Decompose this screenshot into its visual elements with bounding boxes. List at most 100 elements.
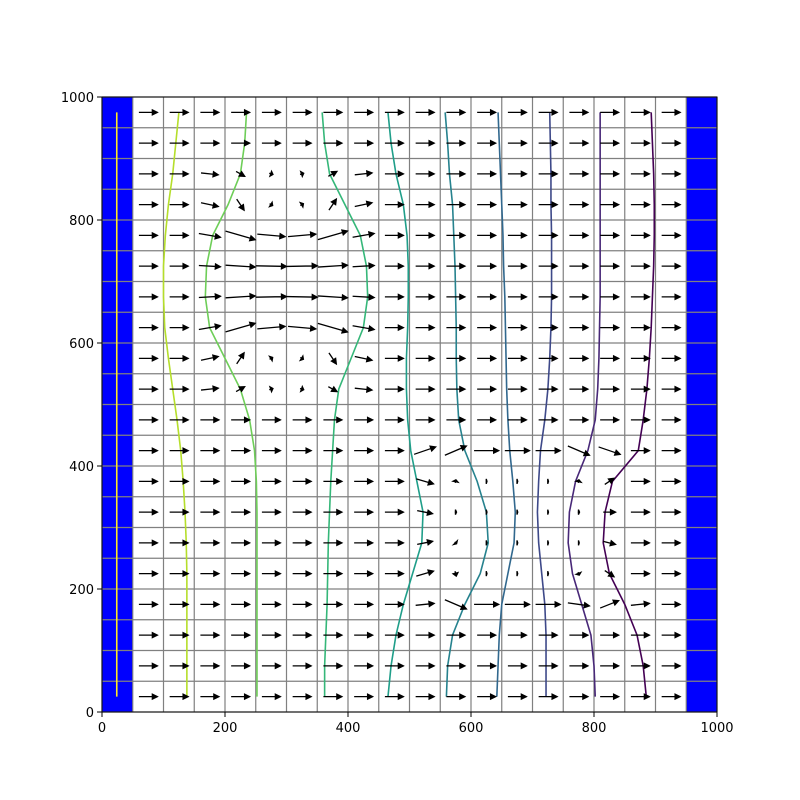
- flow-arrow: [231, 477, 252, 485]
- flow-arrow: [138, 293, 159, 301]
- x-tick-label: 600: [459, 721, 484, 736]
- flow-arrow: [354, 170, 374, 178]
- flow-arrow: [661, 693, 682, 701]
- flow-arrow: [200, 385, 220, 393]
- flow-arrow: [630, 600, 651, 608]
- flow-arrow: [661, 416, 682, 424]
- flow-arrow: [323, 139, 344, 147]
- flow-arrow: [231, 631, 252, 639]
- flow-arrow: [569, 662, 590, 670]
- flow-arrow: [317, 229, 349, 241]
- flow-arrow: [225, 230, 257, 242]
- flow-arrow: [231, 539, 252, 547]
- flow-arrow: [661, 447, 682, 455]
- flow-arrow: [138, 354, 159, 362]
- flow-arrow: [415, 231, 436, 239]
- flow-arrow: [569, 385, 590, 393]
- flow-arrow: [261, 447, 282, 455]
- flow-arrow: [661, 170, 682, 178]
- flow-arrow: [198, 262, 222, 270]
- flow-arrow: [451, 571, 460, 578]
- flow-arrow: [485, 570, 488, 577]
- flow-arrow: [446, 662, 467, 670]
- flow-arrow: [538, 693, 559, 701]
- flow-arrow: [630, 231, 651, 239]
- flow-arrow: [138, 324, 159, 332]
- flow-arrow: [538, 631, 559, 639]
- flow-arrow: [504, 447, 531, 455]
- flow-arrow: [384, 631, 405, 639]
- flow-arrow: [292, 416, 313, 424]
- contour-line: [204, 112, 258, 697]
- flow-arrow: [600, 324, 621, 332]
- flow-arrow: [200, 631, 221, 639]
- flow-arrow: [477, 139, 498, 147]
- flow-arrow: [292, 570, 313, 578]
- flow-arrow: [138, 170, 159, 178]
- flow-arrow: [415, 108, 436, 116]
- flow-arrow: [354, 631, 375, 639]
- flow-arrow: [384, 600, 405, 608]
- flow-arrow: [352, 262, 376, 270]
- flow-arrow: [477, 354, 498, 362]
- flow-arrow: [323, 631, 344, 639]
- flow-arrow: [198, 323, 222, 331]
- flow-arrow: [538, 139, 559, 147]
- flow-arrow: [569, 108, 590, 116]
- flow-arrow: [352, 230, 376, 238]
- contour-line: [602, 112, 656, 697]
- flow-arrow: [200, 600, 221, 608]
- flow-arrow: [292, 600, 313, 608]
- contour-line: [496, 112, 517, 697]
- flow-arrow: [415, 324, 436, 332]
- flow-arrow: [630, 262, 651, 270]
- flow-arrow: [415, 631, 436, 639]
- flow-arrow: [661, 570, 682, 578]
- flow-arrow: [661, 600, 682, 608]
- flow-arrow: [477, 385, 498, 393]
- flow-arrow: [354, 108, 375, 116]
- flow-arrow: [200, 539, 221, 547]
- flow-arrow: [323, 693, 344, 701]
- flow-arrow: [138, 477, 159, 485]
- flow-arrow: [235, 385, 246, 393]
- flow-arrow: [352, 293, 376, 301]
- flow-arrow: [507, 662, 528, 670]
- flow-arrow: [138, 108, 159, 116]
- flow-arrow: [446, 416, 467, 424]
- flow-arrow: [323, 600, 344, 608]
- flow-arrow: [577, 509, 581, 515]
- flow-arrow: [569, 262, 590, 270]
- flow-arrow: [327, 385, 339, 393]
- y-tick-label: 200: [69, 583, 94, 598]
- flow-arrow: [538, 324, 559, 332]
- flow-arrow: [485, 478, 488, 485]
- flow-arrow: [600, 108, 621, 116]
- flow-arrow: [415, 170, 436, 178]
- flow-arrow: [298, 201, 305, 209]
- flow-arrow: [138, 539, 159, 547]
- flow-arrow: [268, 200, 274, 208]
- flow-arrow: [354, 355, 374, 363]
- flow-arrow: [507, 385, 528, 393]
- flow-arrow: [451, 538, 459, 546]
- flow-arrow: [600, 416, 621, 424]
- flow-arrow: [600, 662, 621, 670]
- flow-arrow: [538, 416, 559, 424]
- flow-arrow: [416, 478, 435, 486]
- flow-arrow: [261, 139, 282, 147]
- flow-arrow: [446, 139, 467, 147]
- flow-arrow: [323, 477, 344, 485]
- x-tick-label: 800: [582, 721, 607, 736]
- flow-arrow: [446, 201, 467, 209]
- flow-arrow: [354, 416, 375, 424]
- flow-arrow: [413, 445, 438, 455]
- flow-arrow: [261, 539, 282, 547]
- flow-arrow: [630, 139, 651, 147]
- flow-arrow: [384, 108, 405, 116]
- flow-arrow: [569, 139, 590, 147]
- flow-arrow: [328, 352, 338, 366]
- flow-arrow: [354, 662, 375, 670]
- contour-line: [387, 112, 424, 697]
- flow-arrow: [200, 170, 220, 178]
